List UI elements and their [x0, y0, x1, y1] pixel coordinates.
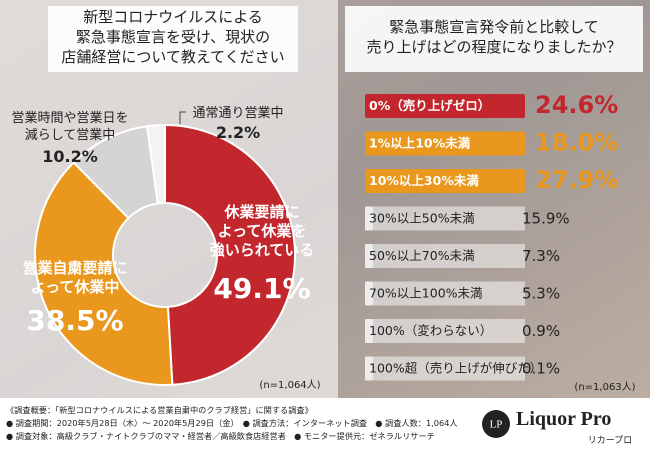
leader-line	[179, 111, 186, 124]
sample-size: (n=1,064人)	[259, 379, 320, 391]
left-title-box	[48, 6, 298, 72]
footer-line: ● 調査期間：2020年5月28日（木）～ 2020年5月29日（金） ● 調査…	[6, 418, 458, 428]
category-label: 30%以上50%未満	[369, 210, 475, 225]
label-bg	[365, 244, 525, 268]
slice-label: 通常通り営業中	[192, 105, 283, 121]
logo-icon-mark: LP	[490, 419, 503, 431]
category-label: 0%（売り上げゼロ）	[369, 98, 490, 113]
value-label: 24.6%	[535, 91, 618, 119]
value-label: 7.3%	[522, 247, 560, 265]
label-badge	[365, 169, 525, 193]
footer-line: ● 調査対象：高級クラブ・ナイトクラブのママ・経営者／高級飲食店経営者 ● モニ…	[6, 431, 435, 441]
value-label: 0.9%	[522, 322, 560, 340]
slice-label: 休業要請によって休業を強いられている	[210, 203, 315, 259]
category-label: 10%以上30%未満	[369, 173, 479, 188]
label-badge	[365, 94, 525, 118]
label-bg	[365, 319, 525, 343]
category-label: 100%（変わらない）	[369, 323, 492, 338]
logo-sub: リカープロ	[588, 435, 632, 446]
chart-title: 緊急事態宣言発令前と比較して売り上げはどの程度になりましたか？	[366, 18, 621, 56]
slice-value: 2.2%	[216, 123, 260, 142]
logo-icon	[482, 410, 510, 438]
donut-slice	[145, 123, 166, 205]
sample-size: (n=1,063人)	[574, 381, 635, 393]
category-label: 70%以上100%未満	[369, 285, 483, 300]
chart-title: 新型コロナウイルスによる緊急事態宣言を受け、現状の店舗経営について教えてください	[61, 8, 284, 66]
label-bg	[365, 206, 525, 231]
value-label: 0.1%	[522, 359, 560, 377]
right-title-box	[345, 6, 643, 72]
label-bg	[365, 356, 525, 381]
footer-line: 《調査概要：「新型コロナウイルスによる営業自粛中のクラブ経営」に関する調査》	[6, 405, 313, 415]
category-label: 100%超（売り上げが伸びた）	[369, 360, 542, 375]
donut-slice	[164, 123, 296, 386]
value-label: 15.9%	[522, 209, 570, 227]
category-label: 50%以上70%未満	[369, 248, 475, 263]
slice-label: 営業自粛要請によって休業中	[22, 259, 127, 296]
value-label: 5.3%	[522, 284, 560, 302]
category-label: 1%以上10%未満	[369, 135, 471, 150]
label-bg	[365, 281, 525, 306]
logo-text: Liquor Pro	[516, 408, 611, 430]
slice-value: 49.1%	[213, 272, 310, 305]
value-label: 18.0%	[535, 129, 618, 157]
slice-value: 10.2%	[42, 147, 98, 166]
footer-band	[0, 398, 650, 450]
slice-value: 38.5%	[26, 304, 123, 337]
slice-label: 営業時間や営業日を減らして営業中	[11, 110, 128, 143]
label-badge	[365, 131, 525, 156]
value-label: 27.9%	[535, 166, 618, 194]
donut-slice	[34, 161, 174, 386]
